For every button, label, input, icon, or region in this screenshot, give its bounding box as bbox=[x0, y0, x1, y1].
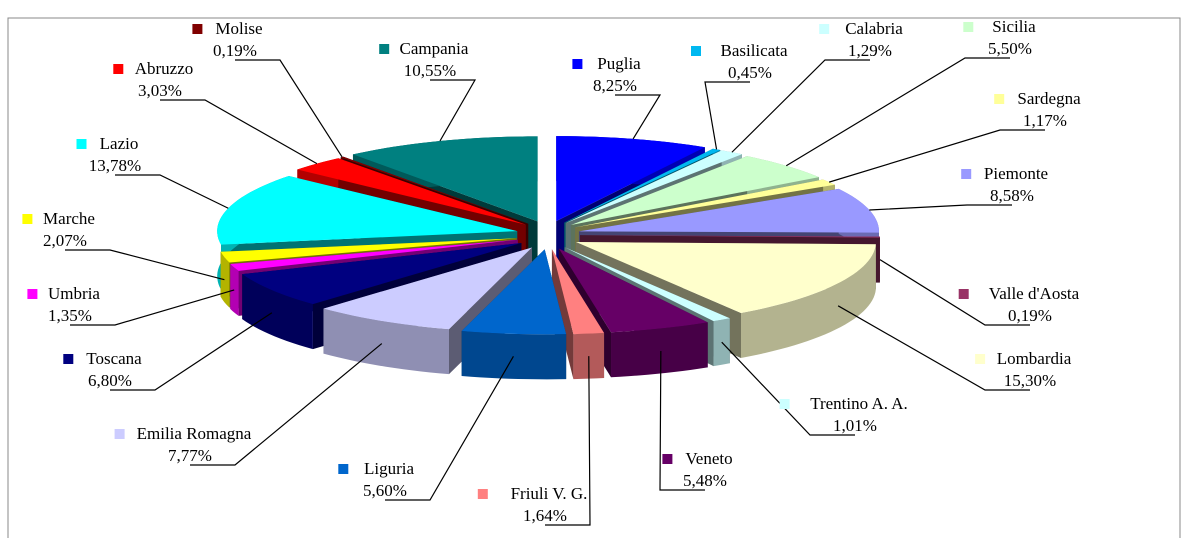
slice-name: Lombardia bbox=[997, 349, 1072, 368]
legend-swatch bbox=[113, 64, 123, 74]
slice-name: Friuli V. G. bbox=[511, 484, 588, 503]
legend-swatch bbox=[77, 139, 87, 149]
legend-swatch bbox=[63, 354, 73, 364]
leader-line bbox=[705, 82, 750, 149]
legend-swatch bbox=[691, 46, 701, 56]
slice-name: Emilia Romagna bbox=[137, 424, 252, 443]
slice-side bbox=[462, 331, 566, 379]
value-label: 6,80% bbox=[88, 371, 132, 390]
legend-swatch bbox=[27, 289, 37, 299]
slice-name: Toscana bbox=[86, 349, 142, 368]
leader-line bbox=[869, 205, 1012, 210]
slice-name: Valle d'Aosta bbox=[989, 284, 1080, 303]
legend-swatch bbox=[338, 464, 348, 474]
legend-swatch bbox=[478, 489, 488, 499]
legend-swatch bbox=[959, 289, 969, 299]
slice-name: Veneto bbox=[685, 449, 732, 468]
legend-swatch bbox=[22, 214, 32, 224]
slice-name: Abruzzo bbox=[135, 59, 194, 78]
slice-side bbox=[230, 264, 238, 316]
legend-swatch bbox=[819, 24, 829, 34]
value-label: 0,19% bbox=[213, 41, 257, 60]
value-label: 1,29% bbox=[848, 41, 892, 60]
slice-name: Umbria bbox=[48, 284, 100, 303]
value-label: 2,07% bbox=[43, 231, 87, 250]
value-label: 7,77% bbox=[168, 446, 212, 465]
value-label: 5,60% bbox=[363, 481, 407, 500]
leader-line bbox=[115, 175, 228, 208]
slice-name: Liguria bbox=[364, 459, 414, 478]
leader-line bbox=[235, 60, 342, 157]
value-label: 0,45% bbox=[728, 63, 772, 82]
leader-line bbox=[838, 306, 1030, 390]
legend-swatch bbox=[780, 399, 790, 409]
legend-swatch bbox=[379, 44, 389, 54]
value-label: 13,78% bbox=[89, 156, 141, 175]
leader-line bbox=[786, 58, 1010, 166]
leader-line bbox=[615, 95, 660, 139]
leader-line bbox=[430, 80, 475, 141]
value-label: 10,55% bbox=[404, 61, 456, 80]
slice-name: Sicilia bbox=[992, 17, 1036, 36]
slice-name: Piemonte bbox=[984, 164, 1048, 183]
slice-name: Lazio bbox=[100, 134, 139, 153]
value-label: 15,30% bbox=[1004, 371, 1056, 390]
value-label: 8,58% bbox=[990, 186, 1034, 205]
legend-swatch bbox=[961, 169, 971, 179]
slice-name: Calabria bbox=[845, 19, 903, 38]
legend-swatch bbox=[662, 454, 672, 464]
leader-line bbox=[160, 100, 317, 164]
value-label: 5,50% bbox=[988, 39, 1032, 58]
value-label: 3,03% bbox=[138, 81, 182, 100]
value-label: 1,01% bbox=[833, 416, 877, 435]
legend-swatch bbox=[994, 94, 1004, 104]
legend-swatch bbox=[192, 24, 202, 34]
value-label: 0,19% bbox=[1008, 306, 1052, 325]
slice-name: Puglia bbox=[597, 54, 641, 73]
leader-line bbox=[190, 344, 382, 465]
value-label: 1,17% bbox=[1023, 111, 1067, 130]
slice-name: Sardegna bbox=[1017, 89, 1081, 108]
legend-swatch bbox=[975, 354, 985, 364]
leader-line bbox=[65, 250, 224, 280]
slice-name: Marche bbox=[43, 209, 95, 228]
slice-name: Trentino A. A. bbox=[810, 394, 908, 413]
value-label: 8,25% bbox=[593, 76, 637, 95]
value-label: 1,64% bbox=[523, 506, 567, 525]
slice-name: Campania bbox=[400, 39, 469, 58]
value-label: 5,48% bbox=[683, 471, 727, 490]
legend-swatch bbox=[115, 429, 125, 439]
slice-side bbox=[714, 318, 730, 366]
legend-swatch bbox=[963, 22, 973, 32]
legend-swatch bbox=[572, 59, 582, 69]
slice-name: Molise bbox=[215, 19, 262, 38]
value-label: 1,35% bbox=[48, 306, 92, 325]
slice-name: Basilicata bbox=[720, 41, 787, 60]
